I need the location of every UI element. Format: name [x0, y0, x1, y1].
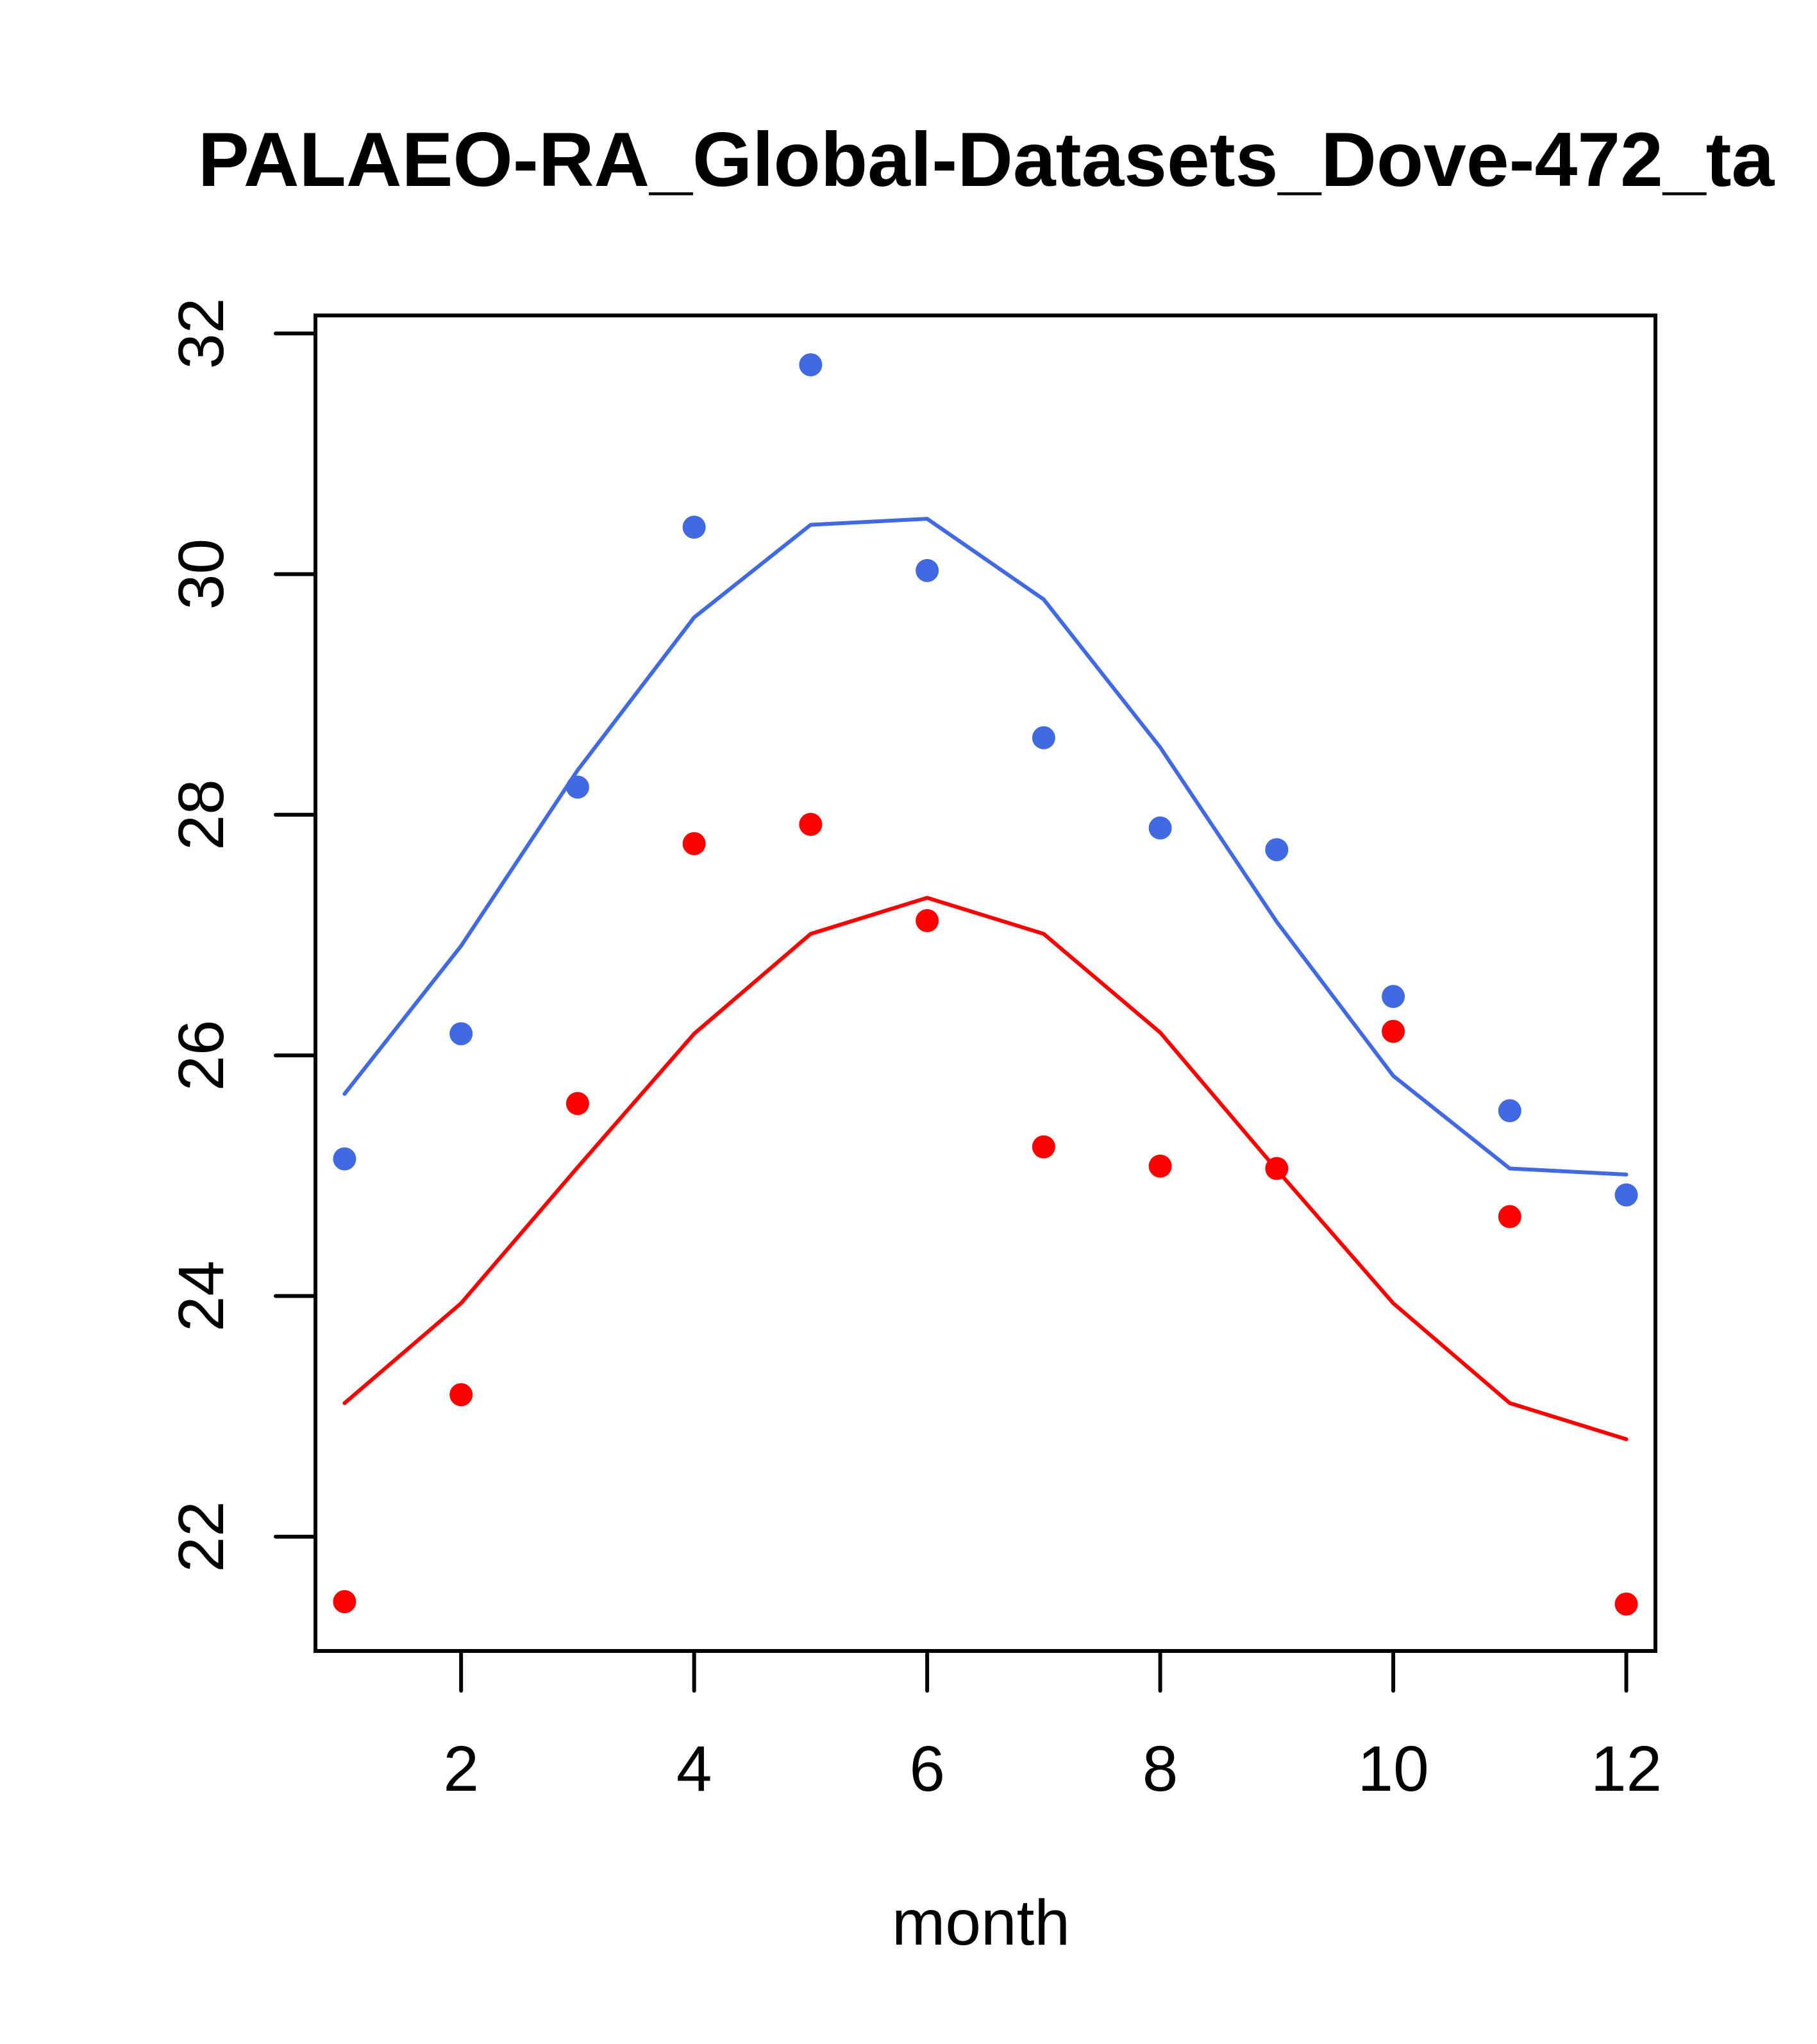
blue-point — [1614, 1183, 1638, 1207]
blue-point — [1265, 838, 1289, 862]
blue-point — [682, 515, 706, 539]
x-tick-label: 2 — [443, 1733, 479, 1805]
y-tick-label: 28 — [165, 779, 237, 850]
red-point — [682, 832, 706, 855]
red-point — [1148, 1154, 1172, 1178]
x-tick-label: 4 — [676, 1733, 712, 1805]
chart-title: PALAEO-RA_Global-Datasets_Dove-472_ta — [198, 117, 1775, 203]
blue-point — [449, 1022, 473, 1046]
blue-line-path — [342, 517, 1629, 1177]
y-tick-label: 30 — [165, 539, 237, 610]
y-axis: 22 24 26 28 30 32 — [165, 298, 317, 1572]
blue-point — [1148, 816, 1172, 840]
blue-line — [342, 517, 1629, 1177]
red-points — [333, 812, 1638, 1616]
red-point — [916, 909, 939, 932]
y-tick-label: 22 — [165, 1501, 237, 1572]
red-line — [342, 896, 1629, 1441]
x-axis-label: month — [892, 1887, 1070, 1959]
plot-frame — [314, 314, 1657, 1653]
red-point — [1382, 1019, 1405, 1043]
red-point — [799, 812, 823, 836]
red-point — [333, 1590, 356, 1614]
red-point — [449, 1383, 473, 1407]
y-tick-label: 26 — [165, 1019, 237, 1091]
x-axis: 2 4 6 8 10 12 — [443, 1649, 1662, 1805]
blue-point — [333, 1147, 356, 1171]
blue-point — [1032, 726, 1055, 750]
x-tick-label: 6 — [909, 1733, 945, 1805]
y-tick-label: 24 — [165, 1261, 237, 1332]
blue-point — [799, 353, 823, 376]
red-point — [565, 1092, 589, 1116]
series-layer — [333, 353, 1638, 1616]
red-point — [1614, 1592, 1638, 1616]
blue-point — [1382, 985, 1405, 1009]
blue-point — [1498, 1099, 1521, 1123]
blue-points — [333, 353, 1638, 1207]
x-tick-label: 10 — [1357, 1733, 1428, 1805]
red-point — [1498, 1205, 1521, 1228]
red-line-path — [342, 896, 1629, 1441]
y-tick-label: 32 — [165, 298, 237, 369]
blue-point — [916, 558, 939, 582]
red-point — [1032, 1135, 1055, 1159]
x-tick-label: 12 — [1591, 1733, 1662, 1805]
x-tick-label: 8 — [1143, 1733, 1178, 1805]
